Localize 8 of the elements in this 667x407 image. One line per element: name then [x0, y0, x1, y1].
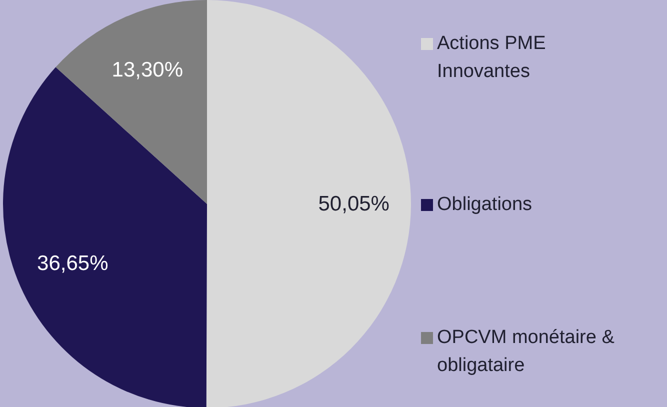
legend-label: Actions PME Innovantes [437, 32, 547, 84]
legend-label: Obligations [437, 193, 532, 217]
data-label: 13,30% [112, 58, 184, 82]
pie-slice [56, 0, 207, 204]
data-label: 50,05% [318, 192, 390, 216]
pie-slice [206, 0, 411, 407]
data-label: 36,65% [37, 252, 108, 275]
legend-label: OPCVM monétaire & obligataire [437, 326, 616, 378]
